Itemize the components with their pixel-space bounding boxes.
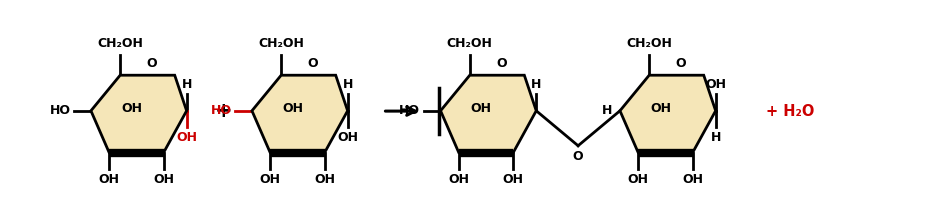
- Text: OH: OH: [337, 131, 358, 144]
- Text: H: H: [342, 78, 352, 91]
- Text: H: H: [181, 78, 192, 91]
- Text: OH: OH: [259, 173, 281, 186]
- Polygon shape: [252, 75, 348, 153]
- Text: OH: OH: [628, 173, 649, 186]
- Polygon shape: [91, 75, 187, 153]
- Text: O: O: [572, 150, 584, 163]
- Text: OH: OH: [471, 102, 492, 115]
- Text: H: H: [531, 78, 541, 91]
- Text: OH: OH: [682, 173, 703, 186]
- Text: O: O: [307, 57, 319, 70]
- Text: +: +: [215, 101, 233, 121]
- Polygon shape: [441, 75, 536, 153]
- Text: OH: OH: [99, 173, 119, 186]
- Text: HO: HO: [50, 104, 70, 117]
- Text: CH₂OH: CH₂OH: [446, 37, 493, 50]
- Text: CH₂OH: CH₂OH: [97, 37, 143, 50]
- Text: OH: OH: [503, 173, 524, 186]
- Text: O: O: [147, 57, 157, 70]
- Text: OH: OH: [650, 102, 671, 115]
- Text: OH: OH: [121, 102, 142, 115]
- Text: OH: OH: [448, 173, 469, 186]
- Text: CH₂OH: CH₂OH: [258, 37, 305, 50]
- Text: HO: HO: [400, 104, 420, 117]
- Text: OH: OH: [176, 131, 197, 144]
- Text: OH: OH: [314, 173, 336, 186]
- Text: H: H: [603, 104, 613, 117]
- Text: CH₂OH: CH₂OH: [626, 37, 672, 50]
- Polygon shape: [620, 75, 715, 153]
- Text: O: O: [496, 57, 507, 70]
- Text: + H₂O: + H₂O: [766, 104, 815, 119]
- Text: OH: OH: [705, 78, 727, 91]
- Text: HO: HO: [211, 104, 231, 117]
- Text: OH: OH: [153, 173, 174, 186]
- Text: OH: OH: [282, 102, 303, 115]
- Text: O: O: [676, 57, 686, 70]
- Text: H: H: [711, 131, 721, 144]
